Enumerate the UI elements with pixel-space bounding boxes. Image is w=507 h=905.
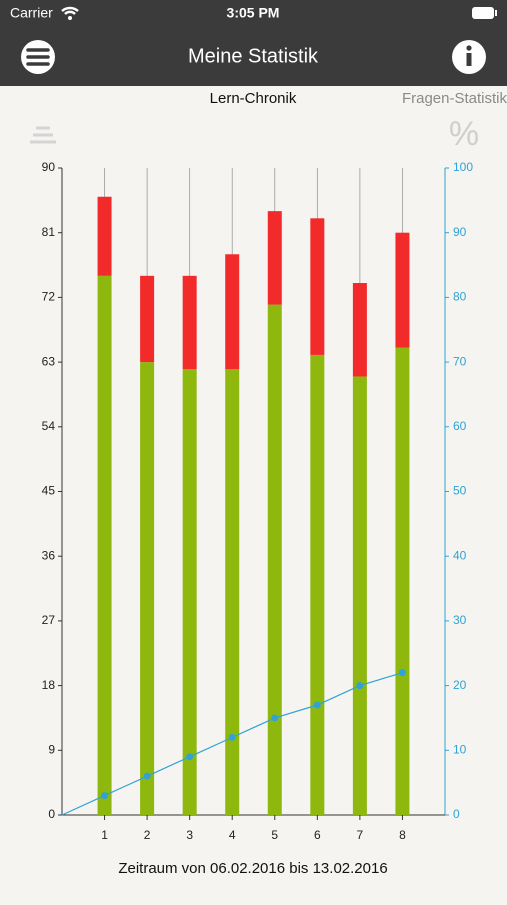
- y-tick-label: 9: [48, 742, 55, 756]
- bar-segment: [310, 354, 325, 815]
- status-bar: [0, 0, 507, 32]
- bar-segment: [225, 369, 240, 815]
- y-tick-label: 45: [42, 484, 56, 498]
- line-point: [271, 714, 279, 722]
- y2-tick-label: 10: [453, 742, 467, 756]
- line-point: [101, 792, 109, 800]
- y2-tick-label: 0: [453, 807, 460, 821]
- battery-tip: [495, 10, 497, 16]
- list-icon[interactable]: [30, 126, 56, 144]
- clock: 3:05 PM: [227, 5, 280, 21]
- bar-segment: [225, 254, 240, 370]
- bar-segment: [352, 376, 367, 815]
- bar-segment: [182, 275, 197, 370]
- bar-segment: [267, 211, 282, 305]
- info-dot[interactable]: [466, 45, 472, 51]
- y2-tick-label: 70: [453, 354, 467, 368]
- bar-segment: [352, 283, 367, 377]
- menu-lines[interactable]: [26, 48, 50, 66]
- info-bar[interactable]: [466, 53, 472, 66]
- battery: [472, 7, 494, 19]
- tab-fragen-statistik[interactable]: Fragen-Statistik: [402, 90, 507, 107]
- footer-range: Zeitraum von 06.02.2016 bis 13.02.2016: [118, 860, 387, 877]
- nav-bar: [0, 32, 507, 86]
- y2-tick-label: 90: [453, 225, 467, 239]
- y-tick-label: 81: [42, 225, 56, 239]
- y-tick-label: 18: [42, 678, 56, 692]
- bar-segment: [310, 218, 325, 355]
- wifi-dot: [68, 16, 72, 20]
- nav-title: Meine Statistik: [188, 45, 319, 67]
- x-tick-label: 6: [314, 828, 321, 842]
- percent-icon[interactable]: %: [449, 115, 479, 153]
- y2-tick-label: 30: [453, 613, 467, 627]
- x-tick-label: 1: [101, 828, 108, 842]
- y2-tick-label: 80: [453, 290, 467, 304]
- y2-tick-label: 40: [453, 548, 467, 562]
- bar-segment: [267, 304, 282, 815]
- bar-segment: [182, 369, 197, 815]
- line-point: [313, 701, 321, 709]
- menu-button[interactable]: [21, 40, 55, 74]
- line-point: [356, 682, 364, 690]
- x-tick-label: 5: [271, 828, 278, 842]
- line-point: [398, 669, 406, 677]
- y-tick-label: 90: [42, 160, 56, 174]
- y2-tick-label: 50: [453, 484, 467, 498]
- x-tick-label: 7: [357, 828, 364, 842]
- y-tick-label: 0: [48, 807, 55, 821]
- y-tick-label: 36: [42, 548, 56, 562]
- x-tick-label: 8: [399, 828, 406, 842]
- bar-segment: [140, 362, 155, 815]
- y-tick-label: 63: [42, 354, 56, 368]
- x-tick-label: 3: [186, 828, 193, 842]
- bar-segment: [97, 196, 112, 276]
- y2-tick-label: 100: [453, 160, 473, 174]
- bar-segment: [97, 275, 112, 815]
- carrier: Carrier: [10, 5, 53, 21]
- y-tick-label: 27: [42, 613, 56, 627]
- y2-tick-label: 60: [453, 419, 467, 433]
- info-button[interactable]: [452, 40, 486, 74]
- bar-segment: [395, 347, 410, 815]
- line-point: [186, 753, 194, 761]
- y2-tick-label: 20: [453, 678, 467, 692]
- y-tick-label: 72: [42, 290, 56, 304]
- line-point: [143, 772, 151, 780]
- wifi-icon: [61, 6, 79, 15]
- x-tick-label: 4: [229, 828, 236, 842]
- tab-lern-chronik[interactable]: Lern-Chronik: [210, 90, 297, 107]
- bar-segment: [140, 275, 155, 363]
- y-tick-label: 54: [42, 419, 56, 433]
- x-tick-label: 2: [144, 828, 151, 842]
- line-point: [228, 733, 236, 741]
- bar-segment: [395, 232, 410, 348]
